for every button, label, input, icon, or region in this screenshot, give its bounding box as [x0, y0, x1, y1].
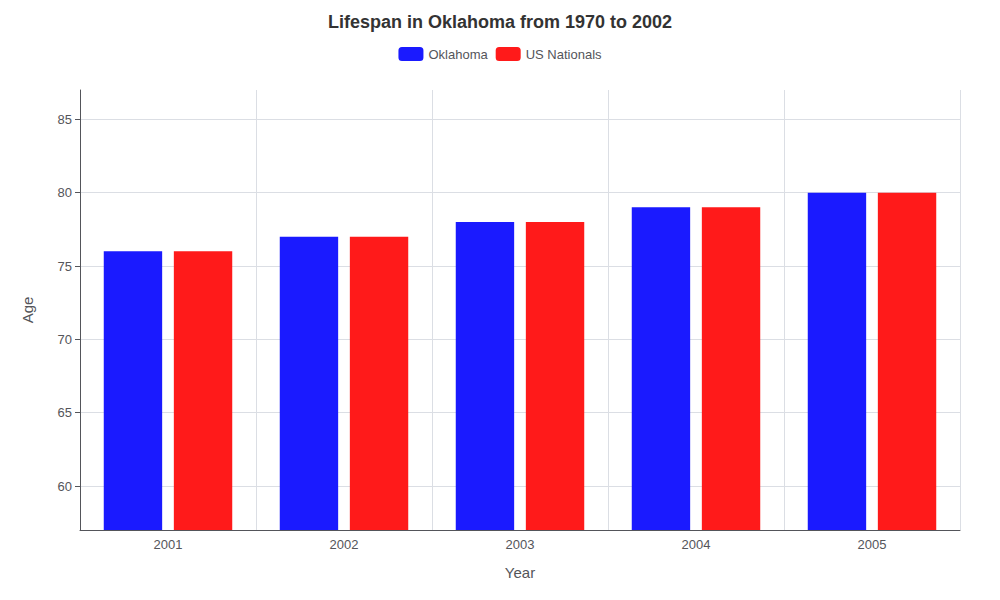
svg-text:2001: 2001 [154, 537, 183, 552]
svg-text:85: 85 [58, 112, 72, 127]
svg-text:Year: Year [505, 564, 535, 581]
svg-text:65: 65 [58, 405, 72, 420]
svg-text:70: 70 [58, 332, 72, 347]
svg-text:2005: 2005 [858, 537, 887, 552]
svg-text:75: 75 [58, 259, 72, 274]
svg-text:80: 80 [58, 185, 72, 200]
svg-text:60: 60 [58, 479, 72, 494]
svg-text:Oklahoma: Oklahoma [428, 47, 488, 62]
svg-text:2003: 2003 [506, 537, 535, 552]
svg-text:Age: Age [19, 297, 36, 324]
svg-text:2002: 2002 [330, 537, 359, 552]
svg-text:Lifespan in Oklahoma from 1970: Lifespan in Oklahoma from 1970 to 2002 [328, 12, 672, 32]
svg-text:2004: 2004 [682, 537, 711, 552]
svg-text:US Nationals: US Nationals [526, 47, 602, 62]
